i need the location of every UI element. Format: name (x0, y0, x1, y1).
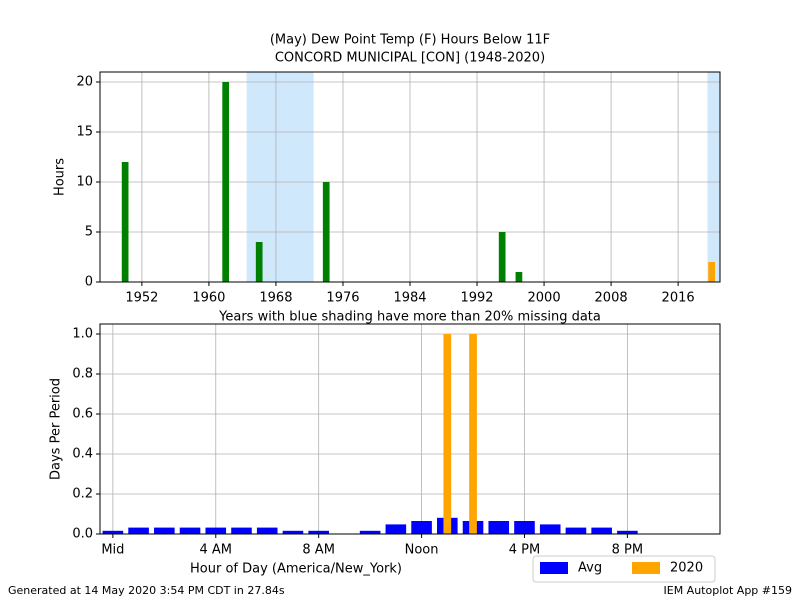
bar (256, 527, 278, 534)
x-axis-label: Hour of Day (America/New_York) (190, 562, 402, 577)
bar (617, 530, 638, 534)
y-tick-label: 10 (76, 175, 93, 190)
bar (359, 530, 381, 534)
legend-frame (532, 555, 716, 583)
bar (514, 521, 535, 534)
x-tick-label: 1960 (192, 291, 225, 306)
y-tick-label: 0.6 (72, 407, 93, 422)
legend-label: 2020 (670, 561, 703, 576)
y-axis-label: Days Per Period (49, 378, 64, 480)
annotation: Years with blue shading have more than 2… (218, 310, 601, 325)
bar (443, 334, 452, 534)
footer-right: IEM Autoplot App #159 (664, 584, 793, 597)
x-tick-label: 2016 (662, 291, 695, 306)
plot-frame (99, 71, 721, 283)
bar (488, 521, 510, 534)
x-tick-label: 2000 (528, 291, 561, 306)
chart-title: (May) Dew Point Temp (F) Hours Below 11F (270, 33, 550, 48)
bar (539, 524, 561, 534)
footer-left: Generated at 14 May 2020 3:54 PM CDT in … (8, 584, 285, 597)
bar (128, 527, 149, 534)
bar (231, 527, 252, 534)
legend-swatch (540, 562, 568, 574)
y-tick-label: 0.2 (72, 487, 93, 502)
x-tick-label: Mid (101, 543, 124, 558)
bar (282, 530, 304, 534)
legend-label: Avg (578, 561, 602, 576)
bar (469, 334, 477, 534)
x-tick-label: 1952 (125, 291, 158, 306)
bar (498, 232, 506, 282)
chart-subtitle: CONCORD MUNICIPAL [CON] (1948-2020) (275, 51, 545, 66)
x-tick-label: 8 PM (612, 543, 643, 558)
x-tick-label: 1984 (393, 291, 426, 306)
y-tick-label: 0.4 (72, 447, 93, 462)
y-tick-label: 0.8 (72, 367, 93, 382)
bar (179, 527, 201, 534)
bar (411, 521, 432, 534)
x-tick-label: 1992 (460, 291, 493, 306)
bar (205, 527, 227, 534)
plot-frame (99, 323, 721, 535)
bar (102, 530, 124, 534)
y-tick-label: 0 (85, 275, 93, 290)
y-tick-label: 0.0 (72, 527, 93, 542)
y-tick-label: 5 (85, 225, 93, 240)
y-tick-label: 15 (76, 125, 93, 140)
bar (515, 272, 523, 282)
y-tick-label: 20 (76, 75, 93, 90)
y-axis-label: Hours (53, 158, 68, 196)
bar (385, 524, 407, 534)
legend-swatch (632, 562, 660, 574)
bar (591, 527, 612, 534)
bar (222, 82, 230, 282)
bar (308, 530, 329, 534)
y-tick-label: 1.0 (72, 327, 93, 342)
x-tick-label: 4 PM (509, 543, 540, 558)
x-tick-label: 1976 (326, 291, 359, 306)
bar (565, 527, 587, 534)
bar (708, 262, 715, 282)
bar (255, 242, 263, 282)
x-tick-label: 4 AM (200, 543, 233, 558)
x-tick-label: 8 AM (302, 543, 335, 558)
missing-shade (707, 72, 720, 282)
bar (322, 182, 330, 282)
bar (121, 162, 129, 282)
x-tick-label: 1968 (259, 291, 292, 306)
bar (154, 527, 175, 534)
x-tick-label: Noon (405, 543, 439, 558)
x-tick-label: 2008 (595, 291, 628, 306)
